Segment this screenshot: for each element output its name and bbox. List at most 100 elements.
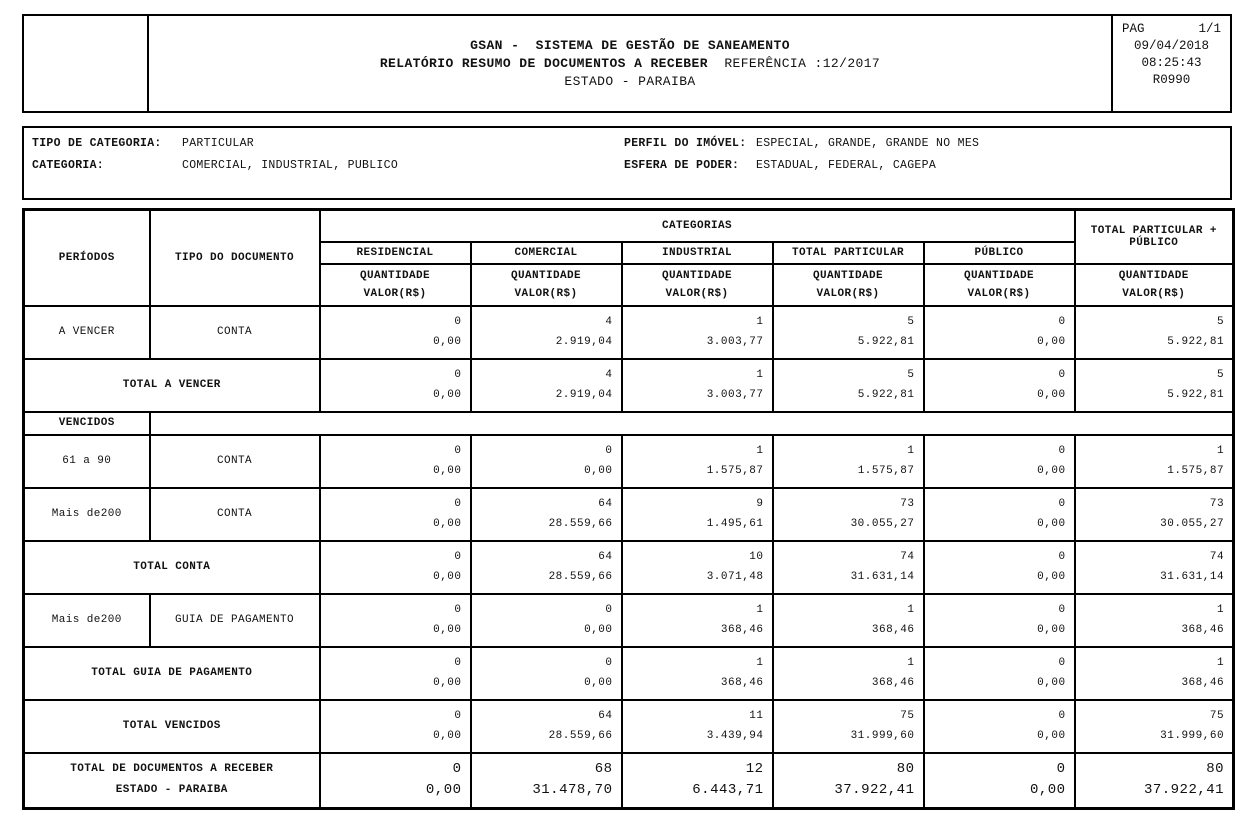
quantity-value: 4	[605, 368, 613, 381]
quantity-value: 0	[454, 368, 462, 381]
table-row: TOTAL A VENCER 0 0,00 4 2.919,04 1 3.003,77 5 5.…	[22, 357, 1235, 413]
quantity-value: 9	[756, 497, 764, 510]
quantity-value: 0	[1058, 603, 1066, 616]
filter-categoria: CATEGORIA: COMERCIAL, INDUSTRIAL, PUBLIC…	[32, 159, 624, 172]
amount-cell: 74 31.631,14	[771, 539, 925, 595]
money-value: 1.575,87	[857, 464, 915, 477]
total-label-cell: TOTAL CONTA	[22, 539, 321, 595]
amount-cell: 1 368,46	[771, 645, 925, 701]
amount-cell: 0 0,00	[318, 751, 472, 809]
page-info-block: PAG 1/1 09/04/2018 08:25:43 R0990	[1111, 16, 1230, 111]
col-header-categorias: CATEGORIAS	[318, 208, 1076, 243]
amount-cell: 0 0,00	[318, 698, 472, 754]
system-title: GSAN - SISTEMA DE GESTÃO DE SANEAMENTO	[470, 38, 790, 53]
col-header-residencial: RESIDENCIAL	[318, 240, 472, 265]
filter-perfil-imovel: PERFIL DO IMÓVEL: ESPECIAL, GRANDE, GRAN…	[624, 137, 1222, 150]
quantity-value: 0	[454, 603, 462, 616]
amount-cell: 1 368,46	[620, 592, 774, 648]
money-value: 3.071,48	[706, 570, 764, 583]
filter-tipo-categoria: TIPO DE CATEGORIA: PARTICULAR	[32, 137, 624, 150]
quantity-value: 0	[454, 497, 462, 510]
money-value: 2.919,04	[555, 335, 613, 348]
money-value: 0,00	[1029, 781, 1066, 798]
quantity-value: 0	[454, 444, 462, 457]
col-subheader-quantidade-valor: QUANTIDADE VALOR(R$)	[771, 262, 925, 307]
quantity-value: 0	[1058, 709, 1066, 722]
period-cell: 61 a 90	[22, 433, 151, 489]
filter-right-column: PERFIL DO IMÓVEL: ESPECIAL, GRANDE, GRAN…	[624, 137, 1222, 189]
amount-cell: 5 5.922,81	[771, 304, 925, 360]
money-value: 0,00	[1037, 464, 1066, 477]
money-value: 0,00	[433, 729, 462, 742]
col-header-comercial: COMERCIAL	[469, 240, 623, 265]
money-value: 368,46	[1181, 676, 1225, 689]
col-subheader-quantidade-valor: QUANTIDADE VALOR(R$)	[620, 262, 774, 307]
money-value: 0,00	[433, 623, 462, 636]
money-value: 0,00	[433, 676, 462, 689]
table-header: PERÍODOS TIPO DO DOCUMENTO CATEGORIAS TO…	[22, 208, 1235, 307]
subheader-valor: VALOR(R$)	[816, 287, 880, 300]
money-value: 28.559,66	[548, 729, 613, 742]
amount-cell: 9 1.495,61	[620, 486, 774, 542]
amount-cell: 1 1.575,87	[1073, 433, 1235, 489]
amount-cell: 0 0,00	[922, 357, 1076, 413]
quantity-value: 1	[1216, 656, 1225, 669]
money-value: 37.922,41	[1143, 781, 1225, 798]
quantity-value: 75	[900, 709, 915, 722]
quantity-value: 75	[1209, 709, 1225, 722]
col-subheader-quantidade-valor: QUANTIDADE VALOR(R$)	[469, 262, 623, 307]
grand-total-line2: ESTADO - PARAIBA	[115, 784, 228, 796]
amount-cell: 68 31.478,70	[469, 751, 623, 809]
table-row: TOTAL VENCIDOS 0 0,00 64 28.559,66 11 3.439,94…	[22, 698, 1235, 754]
money-value: 3.003,77	[706, 388, 764, 401]
amount-cell: 0 0,00	[469, 645, 623, 701]
col-header-periodos: PERÍODOS	[22, 208, 151, 307]
money-value: 0,00	[433, 570, 462, 583]
amount-cell: 64 28.559,66	[469, 698, 623, 754]
state-subtitle: ESTADO - PARAIBA	[564, 74, 696, 89]
quantity-value: 11	[749, 709, 764, 722]
quantity-value: 1	[1216, 603, 1225, 616]
quantity-value: 80	[1206, 760, 1225, 777]
amount-cell: 5 5.922,81	[1073, 357, 1235, 413]
grand-total-line1: TOTAL DE DOCUMENTOS A RECEBER	[70, 763, 274, 775]
quantity-value: 5	[1216, 368, 1225, 381]
table-row: TOTAL GUIA DE PAGAMENTO 0 0,00 0 0,00 1 368,46…	[22, 645, 1235, 701]
amount-cell: 0 0,00	[922, 486, 1076, 542]
money-value: 0,00	[1037, 570, 1066, 583]
money-value: 3.003,77	[706, 335, 764, 348]
quantity-value: 64	[598, 497, 613, 510]
quantity-value: 0	[1056, 760, 1066, 777]
amount-cell: 1 368,46	[620, 645, 774, 701]
subheader-valor: VALOR(R$)	[1122, 287, 1186, 300]
money-value: 0,00	[1037, 676, 1066, 689]
page-label: PAG	[1122, 22, 1145, 36]
quantity-value: 5	[1216, 315, 1225, 328]
amount-cell: 0 0,00	[922, 433, 1076, 489]
subheader-quantidade: QUANTIDADE	[964, 269, 1035, 282]
total-label-cell: TOTAL VENCIDOS	[22, 698, 321, 754]
amount-cell: 1 368,46	[1073, 645, 1235, 701]
money-value: 28.559,66	[548, 517, 613, 530]
document-type-cell: CONTA	[148, 433, 321, 489]
total-header-line2: PÚBLICO	[1129, 236, 1179, 249]
money-value: 1.575,87	[1167, 464, 1225, 477]
quantity-value: 10	[749, 550, 764, 563]
documents-receivable-table: PERÍODOS TIPO DO DOCUMENTO CATEGORIAS TO…	[22, 208, 1236, 810]
document-type-cell: GUIA DE PAGAMENTO	[148, 592, 321, 648]
money-value: 5.922,81	[1167, 335, 1225, 348]
money-value: 0,00	[433, 335, 462, 348]
amount-cell: 0 0,00	[318, 357, 472, 413]
document-type-cell: CONTA	[148, 486, 321, 542]
section-empty-cell	[148, 410, 1235, 436]
quantity-value: 0	[605, 603, 613, 616]
quantity-value: 1	[756, 315, 764, 328]
amount-cell: 1 368,46	[1073, 592, 1235, 648]
section-label-cell: VENCIDOS	[22, 410, 151, 436]
subheader-quantidade: QUANTIDADE	[510, 269, 581, 282]
quantity-value: 0	[454, 315, 462, 328]
col-header-total-particular: TOTAL PARTICULAR	[771, 240, 925, 265]
amount-cell: 1 368,46	[771, 592, 925, 648]
report-code: R0990	[1152, 73, 1191, 87]
money-value: 0,00	[1037, 729, 1066, 742]
